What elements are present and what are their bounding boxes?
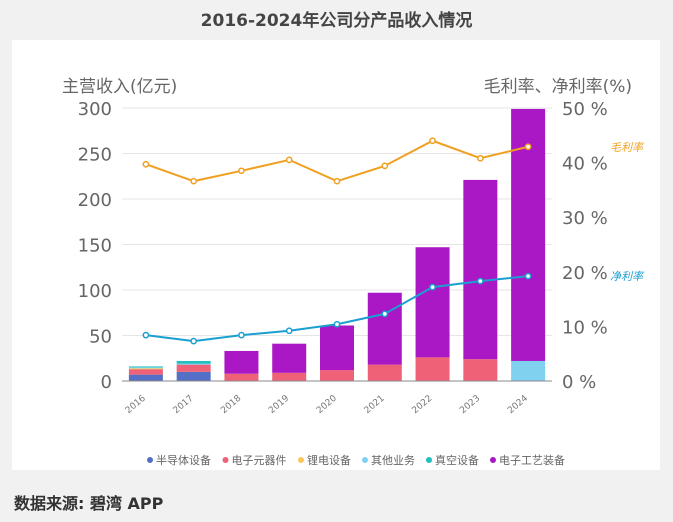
legend-item: 半导体设备 (156, 453, 211, 467)
bar-电子元器件 (128, 369, 163, 375)
bar-电子元器件 (176, 364, 211, 372)
legend-item: 电子工艺装备 (499, 453, 565, 467)
legend-item: 其他业务 (371, 454, 415, 467)
point-净利率 (429, 283, 436, 291)
legend-marker (222, 457, 229, 463)
bar-电子工艺装备 (367, 292, 402, 365)
point-毛利率 (524, 143, 532, 151)
chart-card: 主营收入(亿元) 毛利率、净利率(%) 0 50 100 150 200 250 300 0 % 1… (12, 40, 660, 470)
legend-marker (426, 457, 432, 463)
bar-真空设备 (128, 366, 163, 368)
bar-半导体设备 (176, 371, 211, 381)
bar-电子元器件 (463, 359, 498, 381)
y2-tick-label: 20 % (562, 263, 608, 284)
legend-item: 电子元器件 (232, 454, 287, 467)
point-净利率 (524, 272, 532, 280)
point-毛利率 (429, 137, 436, 145)
legend-marker (490, 457, 496, 463)
y-tick-label: 300 (78, 99, 112, 120)
bar-电子元器件 (320, 370, 354, 381)
line-label: 净利率 (610, 270, 645, 283)
y-axis-title: 主营收入(亿元) (62, 77, 177, 97)
x-tick-label: 2021 (363, 394, 387, 416)
y-tick-label: 200 (78, 190, 112, 211)
bar-真空设备 (176, 360, 211, 364)
y-tick-label: 50 (89, 327, 112, 348)
x-tick-label: 2016 (124, 393, 148, 416)
x-tick-label: 2020 (315, 393, 339, 416)
x-tick-label: 2023 (458, 394, 482, 416)
y2-tick-label: 50 % (562, 99, 608, 120)
y-tick-label: 150 (78, 236, 112, 257)
y2-tick-label: 40 % (562, 154, 608, 175)
chart-title: 2016-2024年公司分产品收入情况 (200, 11, 473, 31)
y2-tick-label: 30 % (562, 208, 608, 229)
point-毛利率 (476, 154, 484, 162)
point-毛利率 (333, 177, 341, 185)
point-毛利率 (142, 160, 150, 168)
x-tick-label: 2019 (267, 393, 291, 416)
y-tick-label: 0 (101, 372, 112, 393)
bar-电子工艺装备 (272, 343, 307, 373)
bar-电子元器件 (367, 364, 402, 381)
x-tick-label: 2022 (411, 394, 435, 416)
legend-marker (298, 457, 304, 463)
bar-电子工艺装备 (511, 108, 546, 361)
point-净利率 (285, 327, 293, 335)
bar-其他业务 (128, 367, 163, 369)
point-净利率 (190, 337, 198, 345)
bar-电子工艺装备 (224, 350, 259, 374)
line-label: 毛利率 (610, 141, 645, 154)
source-note: 数据来源: 碧湾 APP (14, 494, 164, 513)
combo-chart: 主营收入(亿元) 毛利率、净利率(%) 0 50 100 150 200 250 300 0 % 1… (62, 77, 645, 467)
line-毛利率 (145, 139, 529, 183)
bar-电子元器件 (415, 357, 450, 381)
point-毛利率 (381, 162, 389, 170)
bar-其他业务 (511, 360, 546, 381)
y-tick-label: 100 (78, 281, 112, 302)
bar-半导体设备 (128, 374, 163, 381)
point-净利率 (142, 331, 150, 339)
x-tick-label: 2024 (506, 393, 530, 416)
bar-电子工艺装备 (320, 325, 354, 371)
bar-其他业务 (176, 363, 211, 365)
y2-tick-label: 10 % (562, 317, 608, 338)
point-净利率 (476, 277, 484, 285)
bar-电子元器件 (272, 372, 307, 381)
y-tick-label: 250 (78, 145, 112, 166)
x-tick-label: 2017 (172, 394, 196, 416)
bar-电子工艺装备 (415, 247, 450, 358)
y2-tick-label: 0 % (562, 372, 596, 393)
legend-marker (362, 457, 368, 463)
x-tick-label: 2018 (219, 393, 243, 416)
point-净利率 (333, 320, 341, 328)
legend-marker (147, 457, 153, 463)
bar-电子工艺装备 (463, 179, 498, 360)
legend-item: 真空设备 (435, 453, 479, 467)
legend-item: 锂电设备 (307, 453, 351, 467)
point-净利率 (381, 310, 389, 318)
point-毛利率 (285, 156, 293, 164)
bar-电子元器件 (224, 373, 259, 381)
point-净利率 (238, 331, 245, 339)
point-毛利率 (238, 167, 245, 175)
point-毛利率 (190, 177, 198, 185)
y2-axis-title: 毛利率、净利率(%) (484, 77, 632, 97)
bar-锂电设备 (128, 368, 163, 370)
